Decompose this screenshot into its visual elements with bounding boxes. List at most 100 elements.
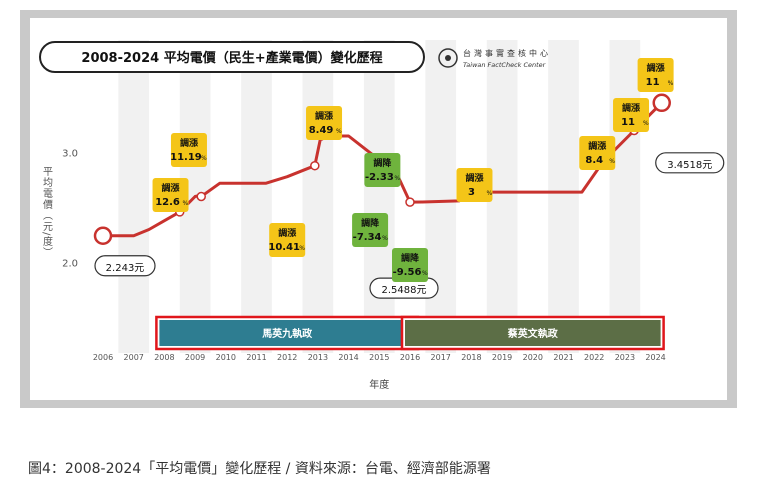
x-tick-label: 2012 xyxy=(277,353,297,362)
x-tick-label: 2016 xyxy=(400,353,420,362)
era-label: 蔡英文執政 xyxy=(507,327,559,340)
x-tick-label: 2017 xyxy=(431,353,451,362)
annotation-word: 調降 xyxy=(361,217,380,229)
annotation-tag: 調漲 11.19% xyxy=(170,133,207,167)
annotation-tag: 調漲 8.49% xyxy=(306,106,343,140)
data-point xyxy=(196,191,206,202)
value-label: 2.243元 xyxy=(106,263,145,274)
annotation-unit: % xyxy=(299,245,305,252)
x-tick-label: 2015 xyxy=(369,353,389,362)
brand-logo-dot xyxy=(445,55,451,61)
annotation-word: 調漲 xyxy=(180,137,199,149)
annotation-unit: % xyxy=(668,80,674,87)
annotation-box xyxy=(170,133,207,167)
year-band xyxy=(363,40,395,353)
annotation-box xyxy=(306,106,343,140)
brand-name: 台灣事實查核中心 xyxy=(463,48,551,58)
annotation-value: 12.6 xyxy=(155,197,180,208)
brand-logo-icon xyxy=(438,48,458,68)
annotation-box xyxy=(152,178,189,212)
x-tick-label: 2008 xyxy=(154,353,174,362)
annotation-value: -2.33 xyxy=(365,172,394,183)
annotation-word: 調漲 xyxy=(622,102,641,114)
data-point xyxy=(310,160,320,171)
chart-title: 2008-2024 平均電價（民生+產業電價）變化歷程 xyxy=(81,50,382,66)
year-band xyxy=(609,40,641,353)
annotation-box xyxy=(269,223,306,257)
chart-card: 2.0 3.0 平均電價（元/度） 2006 2007 2008 2009 2010 2011 2… xyxy=(30,18,727,400)
figure-caption: 圖4：2008-2024「平均電價」變化歷程 / 資料來源：台電、經濟部能源署 xyxy=(28,461,491,477)
annotation-box xyxy=(352,213,389,247)
annotation-box xyxy=(579,136,616,170)
era-bar xyxy=(405,320,661,346)
annotation-unit: % xyxy=(183,200,189,207)
annotation-word: 調降 xyxy=(373,157,392,169)
x-tick-label: 2013 xyxy=(308,353,328,362)
era-label: 馬英九執政 xyxy=(262,327,313,340)
x-axis-label: 年度 xyxy=(369,378,389,391)
annotation-word: 調漲 xyxy=(315,110,334,122)
x-tick-label: 2021 xyxy=(553,353,573,362)
x-tick-label: 2014 xyxy=(338,353,358,362)
annotation-value: 8.4 xyxy=(585,155,603,166)
value-label: 2.5488元 xyxy=(382,285,427,296)
brand-name-en: Taiwan FactCheck Center xyxy=(463,61,547,69)
x-tick-label: 2009 xyxy=(185,353,205,362)
x-tick-label: 2007 xyxy=(124,353,144,362)
year-band xyxy=(241,40,272,353)
annotation-word: 調漲 xyxy=(278,227,297,239)
annotation-value: 11 xyxy=(621,117,635,128)
year-band xyxy=(302,40,334,353)
x-tick-label: 2011 xyxy=(246,353,266,362)
data-point xyxy=(652,93,671,113)
annotation-tag: 調漲 8.4% xyxy=(579,136,616,170)
y-tick-label: 2.0 xyxy=(62,259,78,270)
x-tick-label: 2018 xyxy=(461,353,481,362)
annotation-word: 調降 xyxy=(401,252,420,264)
x-tick-label: 2022 xyxy=(584,353,604,362)
annotation-word: 調漲 xyxy=(465,172,484,184)
annotation-value: 11 xyxy=(646,77,660,88)
annotation-value: -7.34 xyxy=(353,232,382,243)
annotation-unit: % xyxy=(609,158,615,165)
annotation-tag: 調降 -9.56% xyxy=(392,248,428,282)
annotation-unit: % xyxy=(382,235,388,242)
value-label-box xyxy=(94,255,156,277)
annotation-box xyxy=(456,168,493,202)
annotation-unit: % xyxy=(394,175,400,182)
annotation-value: 10.41 xyxy=(268,242,300,253)
annotation-value: -9.56 xyxy=(393,267,422,278)
annotation-box xyxy=(637,58,674,92)
annotation-unit: % xyxy=(486,190,492,197)
x-tick-label: 2010 xyxy=(216,353,236,362)
annotation-box xyxy=(613,98,650,132)
annotation-box xyxy=(364,153,401,187)
x-tick-label: 2023 xyxy=(615,353,635,362)
x-tick-label: 2020 xyxy=(523,353,543,362)
annotation-unit: % xyxy=(422,270,428,277)
annotation-word: 調漲 xyxy=(647,62,666,74)
annotation-value: 11.19 xyxy=(170,152,202,163)
title-box xyxy=(39,41,425,73)
electricity-price-chart: 2.0 3.0 平均電價（元/度） 2006 2007 2008 2009 2010 2011 2… xyxy=(39,40,725,391)
annotation-value: 3 xyxy=(468,187,475,198)
annotation-unit: % xyxy=(336,128,342,135)
annotation-unit: % xyxy=(201,155,207,162)
year-band xyxy=(425,40,457,353)
era-bar xyxy=(159,320,415,346)
annotation-tag: 調漲 3% xyxy=(456,168,493,202)
x-tick-label: 2024 xyxy=(645,353,665,362)
year-band xyxy=(548,40,579,353)
y-axis-label: 平均電價（元/度） xyxy=(41,166,53,258)
annotation-box xyxy=(392,248,428,282)
year-band xyxy=(118,40,150,353)
data-point xyxy=(405,197,415,207)
annotation-word: 調漲 xyxy=(588,140,607,152)
y-tick-label: 3.0 xyxy=(62,149,78,160)
value-label-box xyxy=(655,152,725,174)
annotation-tag: 調漲 11% xyxy=(637,58,674,92)
annotation-tag: 調漲 12.6% xyxy=(152,178,189,212)
annotation-value: 8.49 xyxy=(309,125,334,136)
x-tick-label: 2006 xyxy=(93,353,113,362)
annotation-word: 調漲 xyxy=(162,182,181,194)
